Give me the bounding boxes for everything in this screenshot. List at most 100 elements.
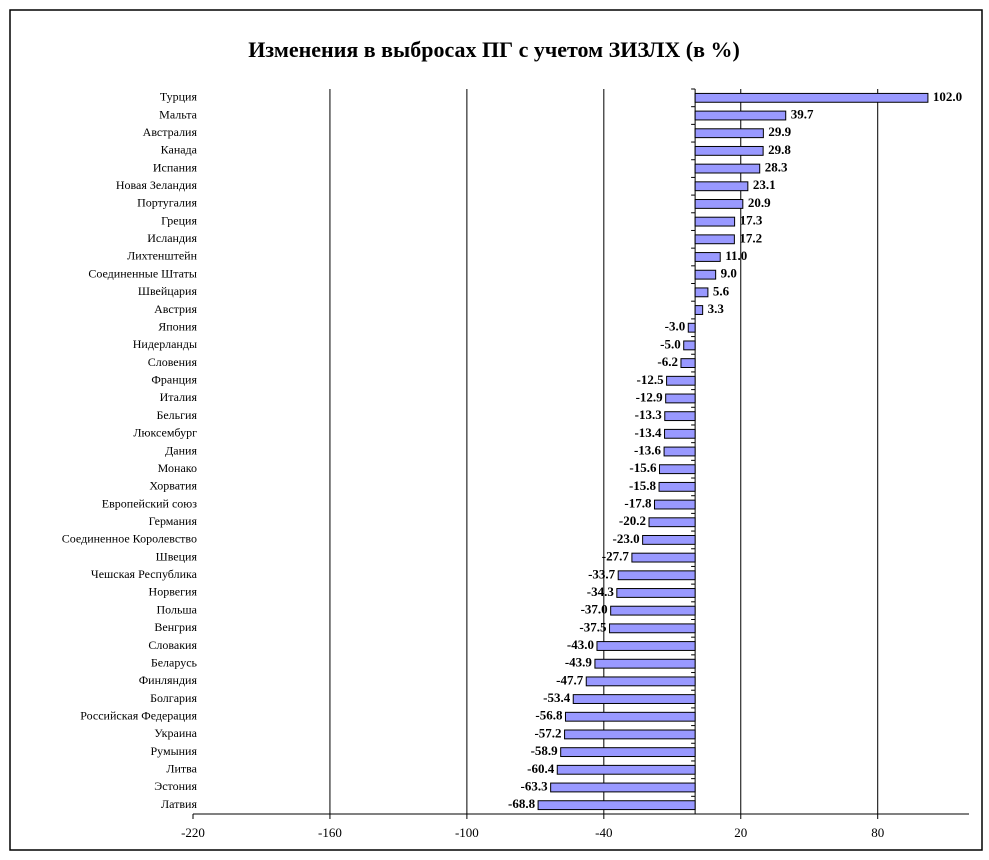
bar bbox=[556, 764, 696, 775]
bar bbox=[616, 588, 696, 598]
bar bbox=[664, 428, 696, 439]
bar bbox=[687, 322, 696, 333]
bar bbox=[609, 623, 696, 634]
value-label: 20.9 bbox=[748, 195, 771, 210]
bar bbox=[666, 375, 696, 386]
bar bbox=[642, 534, 696, 545]
y-tick-label: Канада bbox=[161, 143, 198, 157]
frame bbox=[9, 9, 983, 851]
value-label: 9.0 bbox=[721, 266, 737, 281]
x-tick-label: -220 bbox=[181, 825, 205, 840]
y-tick-label: Швеция bbox=[156, 549, 198, 563]
value-label: 23.1 bbox=[753, 177, 776, 192]
y-tick-label: Португалия bbox=[137, 196, 197, 210]
bar bbox=[694, 305, 704, 315]
bar bbox=[664, 411, 696, 422]
y-tick-label: Люксембург bbox=[133, 426, 197, 440]
x-tick-label: 80 bbox=[871, 825, 884, 840]
y-tick-label: Словакия bbox=[148, 638, 197, 652]
bar bbox=[694, 110, 787, 121]
bar bbox=[564, 711, 696, 722]
y-tick-label: Финляндия bbox=[139, 673, 198, 687]
y-tick-label: Беларусь bbox=[151, 655, 198, 669]
value-label: 3.3 bbox=[708, 301, 725, 316]
y-tick-label: Болгария bbox=[150, 691, 197, 705]
bar bbox=[694, 92, 929, 103]
bar bbox=[537, 800, 696, 811]
value-label: 29.8 bbox=[768, 142, 791, 157]
y-tick-label: Эстония bbox=[154, 779, 197, 793]
bar bbox=[694, 199, 744, 209]
value-label: -58.9 bbox=[531, 743, 559, 758]
value-label: -20.2 bbox=[619, 513, 646, 528]
y-tick-label: Чешская Республика bbox=[91, 567, 198, 581]
x-tick-label: -160 bbox=[318, 825, 342, 840]
y-tick-label: Австрия bbox=[154, 302, 197, 316]
y-tick-label: Соединенные Штаты bbox=[88, 266, 197, 280]
bar bbox=[585, 676, 696, 687]
y-tick-label: Монако bbox=[158, 461, 197, 475]
y-tick-label: Греция bbox=[161, 213, 197, 227]
y-tick-label: Австралия bbox=[143, 125, 198, 139]
y-tick-label: Франция bbox=[151, 373, 197, 387]
value-label: -12.9 bbox=[636, 389, 664, 404]
value-label: -6.2 bbox=[657, 354, 678, 369]
bar bbox=[617, 570, 696, 581]
value-label: 17.3 bbox=[740, 213, 763, 228]
value-label: -43.9 bbox=[565, 655, 593, 670]
bar bbox=[648, 517, 696, 528]
bar bbox=[694, 252, 721, 262]
y-tick-label: Норвегия bbox=[149, 585, 198, 599]
value-label: 102.0 bbox=[933, 89, 962, 104]
bar bbox=[631, 552, 696, 563]
y-tick-label: Российская Федерация bbox=[80, 708, 197, 722]
y-tick-label: Бельгия bbox=[156, 408, 197, 422]
value-label: -12.5 bbox=[636, 372, 664, 387]
value-label: 11.0 bbox=[725, 248, 747, 263]
value-label: -33.7 bbox=[588, 566, 616, 581]
y-tick-label: Соединенное Королевство bbox=[62, 532, 197, 546]
bar bbox=[653, 499, 696, 510]
y-tick-label: Дания bbox=[165, 443, 197, 457]
y-tick-label: Румыния bbox=[150, 744, 197, 758]
bar bbox=[665, 393, 696, 404]
bar bbox=[694, 181, 749, 192]
y-tick-label: Япония bbox=[158, 319, 197, 333]
bar bbox=[694, 234, 735, 245]
y-tick-label: Словения bbox=[148, 355, 198, 369]
value-label: -13.3 bbox=[635, 407, 663, 422]
bar bbox=[663, 446, 696, 457]
value-label: -17.8 bbox=[624, 496, 652, 511]
value-label: -68.8 bbox=[508, 796, 536, 811]
value-label: -47.7 bbox=[556, 672, 584, 687]
bar bbox=[683, 340, 696, 351]
value-label: 29.9 bbox=[768, 124, 791, 139]
y-tick-label: Мальта bbox=[159, 107, 197, 121]
y-tick-label: Европейский союз bbox=[102, 496, 197, 510]
value-label: -60.4 bbox=[527, 761, 555, 776]
value-label: -23.0 bbox=[613, 531, 640, 546]
value-label: -3.0 bbox=[665, 319, 686, 334]
y-tick-label: Лихтенштейн bbox=[127, 249, 197, 263]
bar bbox=[694, 216, 736, 227]
y-tick-label: Украина bbox=[154, 726, 197, 740]
y-tick-label: Новая Зеландия bbox=[116, 178, 198, 192]
chart-title: Изменения в выбросах ПГ с учетом ЗИЗЛХ (… bbox=[248, 37, 740, 62]
y-tick-label: Турция bbox=[160, 90, 198, 104]
value-label: -37.5 bbox=[579, 619, 607, 634]
value-label: -27.7 bbox=[602, 549, 630, 564]
value-label: -34.3 bbox=[587, 584, 615, 599]
y-tick-label: Польша bbox=[156, 602, 197, 616]
x-tick-label: -100 bbox=[455, 825, 479, 840]
value-label: 17.2 bbox=[739, 230, 762, 245]
y-tick-label: Германия bbox=[149, 514, 198, 528]
y-tick-label: Латвия bbox=[161, 797, 197, 811]
bar bbox=[658, 481, 696, 492]
y-tick-label: Швейцария bbox=[138, 284, 198, 298]
value-label: -13.6 bbox=[634, 442, 662, 457]
bar bbox=[659, 464, 696, 475]
bar bbox=[694, 145, 764, 156]
bar bbox=[694, 163, 761, 174]
x-tick-label: 20 bbox=[734, 825, 747, 840]
